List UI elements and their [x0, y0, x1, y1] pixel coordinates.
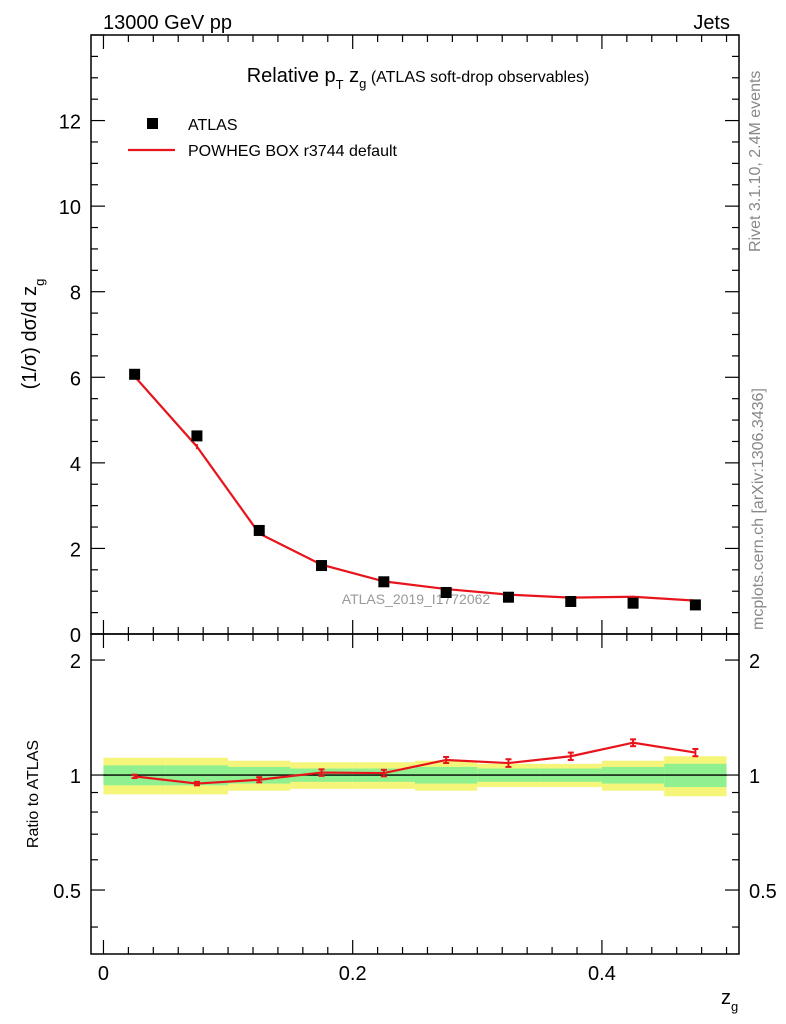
ratio-plot-frame: [90, 633, 740, 955]
atlas-data-point: [316, 560, 328, 572]
ratio-y-tick-label-right: 2: [749, 651, 760, 673]
atlas-data-point: [253, 524, 265, 536]
header-collision-label: 13000 GeV pp: [103, 12, 232, 34]
atlas-data-point: [191, 430, 203, 442]
x-tick-label: 0.2: [339, 963, 367, 985]
main-plot-title: Relative pT zg (ATLAS soft-drop observab…: [247, 65, 590, 92]
main-y-tick-label: 10: [59, 197, 81, 219]
ratio-uncertainty-bands: [103, 756, 727, 797]
ratio-y-axis-label: Ratio to ATLAS: [25, 740, 42, 848]
header-jets-label: Jets: [693, 12, 730, 34]
main-y-tick-label: 12: [59, 112, 81, 134]
analysis-watermark: ATLAS_2019_I1772062: [342, 591, 491, 607]
atlas-data-point: [129, 368, 141, 380]
atlas-data-point: [440, 586, 452, 598]
atlas-data-point: [378, 576, 390, 588]
rivet-version-label: Rivet 3.1.10, 2.4M events: [747, 71, 764, 252]
main-y-tick-label: 8: [70, 283, 81, 305]
ratio-y-tick-label-right: 0.5: [749, 881, 777, 903]
main-y-tick-label: 0: [70, 625, 81, 647]
ratio-powheg-line: [134, 741, 696, 785]
ratio-y-tick-label-left: 1: [70, 766, 81, 788]
atlas-data-point: [689, 599, 701, 611]
atlas-data-point: [502, 591, 514, 603]
legend-atlas-label: ATLAS: [188, 117, 238, 134]
atlas-data-point: [627, 597, 639, 609]
atlas-data-point: [565, 595, 577, 607]
main-plot-marks: [129, 368, 701, 611]
ratio-y-tick-label-left: 0.5: [53, 881, 81, 903]
x-axis-label: zg: [721, 987, 738, 1014]
ratio-plot-marks: [131, 738, 699, 787]
ratio-y-tick-label-right: 1: [749, 766, 760, 788]
main-y-tick-label: 4: [70, 454, 81, 476]
mcplots-label: mcplots.cern.ch [arXiv:1306.3436]: [750, 388, 767, 630]
main-y-axis-label: (1/σ) dσ/d zg: [19, 279, 47, 390]
x-tick-label: 0.4: [588, 963, 616, 985]
ratio-y-tick-label-left: 2: [70, 651, 81, 673]
legend-atlas-marker: [147, 118, 158, 129]
main-y-tick-label: 2: [70, 539, 81, 561]
x-tick-label: 0: [98, 963, 109, 985]
main-y-tick-label: 6: [70, 368, 81, 390]
powheg-line: [133, 375, 696, 602]
legend-powheg-label: POWHEG BOX r3744 default: [188, 143, 398, 160]
